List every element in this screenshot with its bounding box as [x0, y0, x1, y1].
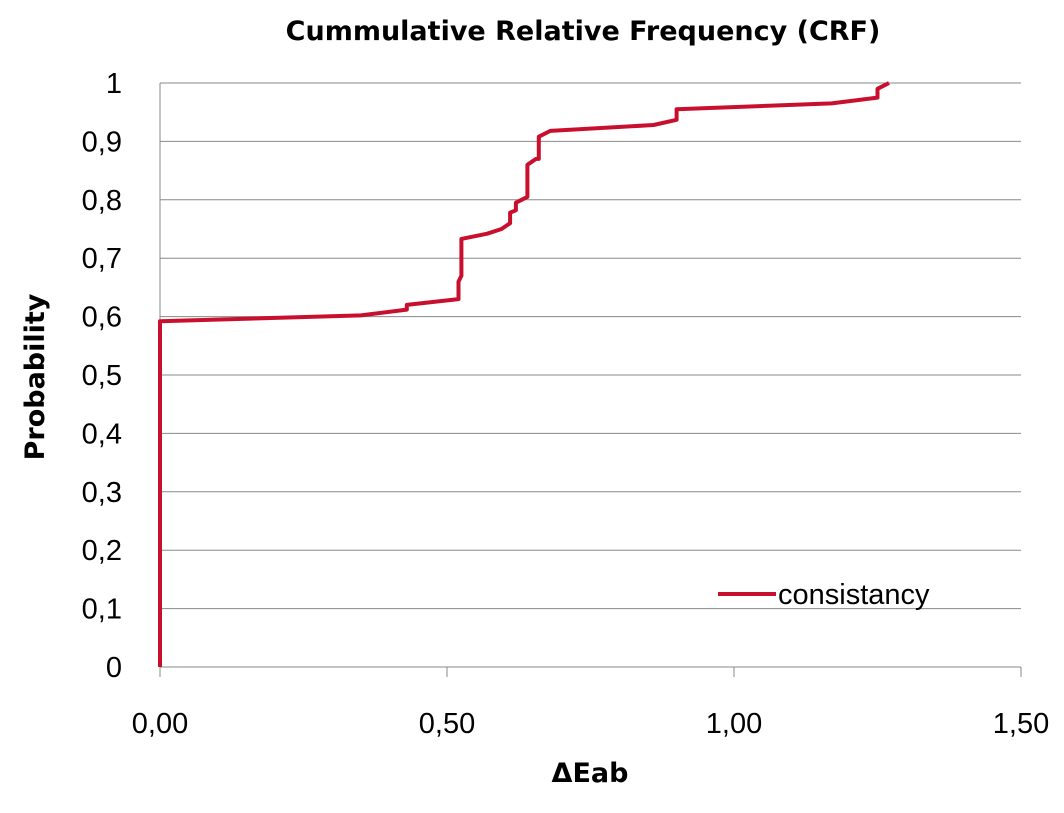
y-tick-label: 0,4: [82, 418, 122, 450]
y-tick-label: 0: [106, 652, 122, 684]
y-tick-label: 0,7: [82, 243, 122, 275]
x-tick-label: 1,00: [706, 708, 762, 740]
y-tick-label: 0,2: [82, 535, 122, 567]
chart-title: Cummulative Relative Frequency (CRF): [286, 16, 881, 47]
y-tick-label: 0,9: [82, 126, 122, 158]
legend: consistancy: [718, 579, 930, 611]
y-tick-label: 0,1: [82, 594, 122, 626]
x-tick-label: 1,50: [993, 708, 1049, 740]
x-tick-labels: 0,00 0,50 1,00 1,50: [132, 708, 1049, 740]
gridlines: [160, 82, 1021, 610]
x-tick-label: 0,00: [132, 708, 188, 740]
x-axis-title: ΔEab: [552, 758, 629, 789]
y-tick-label: 0,3: [82, 477, 122, 509]
series-line-consistancy: [158, 81, 890, 667]
y-axis-title: Probability: [20, 293, 51, 460]
legend-label-consistancy: consistancy: [778, 579, 930, 611]
y-tick-label: 0,8: [82, 185, 122, 217]
y-tick-labels: 0 0,1 0,2 0,3 0,4 0,5 0,6 0,7 0,8 0,9 1: [82, 68, 122, 684]
y-tick-label: 1: [106, 68, 122, 100]
series-layer: [158, 81, 890, 667]
y-tick-label: 0,5: [82, 360, 122, 392]
y-tick-label: 0,6: [82, 302, 122, 334]
x-tick-label: 0,50: [419, 708, 475, 740]
